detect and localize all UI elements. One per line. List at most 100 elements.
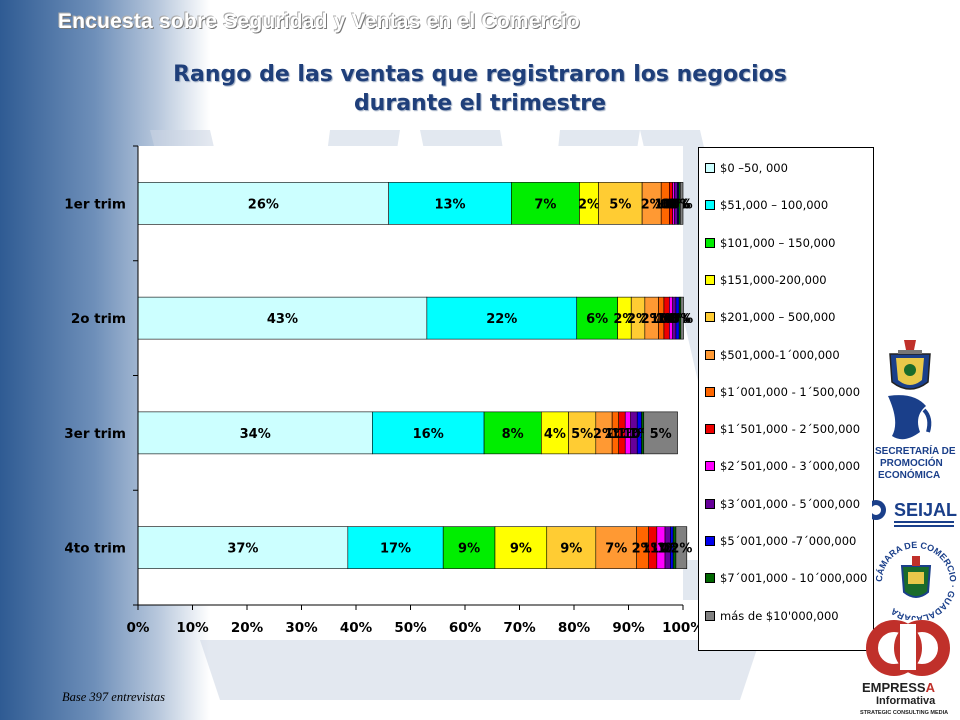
legend-swatch <box>705 573 715 584</box>
data-label: 5% <box>571 427 593 442</box>
secretaria-line1: SECRETARÍA DE <box>875 444 956 457</box>
legend-swatch <box>705 163 715 173</box>
data-label: 9% <box>458 542 480 557</box>
bar-segment <box>546 526 597 569</box>
legend-label: $7´001,000 - 10´000,000 <box>720 571 868 586</box>
data-label: 2% <box>578 197 600 212</box>
x-tick-label: 30% <box>285 620 318 636</box>
seijal-name: SEIJAL <box>894 500 957 520</box>
data-label: 0% <box>669 312 691 327</box>
legend-label: $3´001,000 - 5´000,000 <box>720 496 861 511</box>
data-label: 0% <box>667 197 689 212</box>
data-label: 2% <box>632 542 654 557</box>
x-tick-label: 100% <box>662 620 704 636</box>
legend-swatch <box>705 424 715 435</box>
data-label: 37% <box>227 542 258 557</box>
data-label: 6% <box>586 312 608 327</box>
x-tick-label: 80% <box>558 620 591 636</box>
empressa-sub: Informativa <box>876 695 936 707</box>
data-label: 0% <box>671 197 693 212</box>
chart-title: Rango de las ventas que registraron los … <box>140 60 820 118</box>
header-title: Encuesta sobre Seguridad y Ventas en el … <box>58 10 580 33</box>
data-label: 2% <box>641 312 663 327</box>
data-label: 2% <box>613 312 635 327</box>
legend-entry: $3´001,000 - 5´000,000 <box>705 494 860 514</box>
data-label: 2% <box>670 542 692 557</box>
legend-swatch <box>705 461 715 472</box>
legend-entry: $0 –50, 000 <box>705 158 788 178</box>
legend-label: $0 –50, 000 <box>720 161 788 175</box>
legend-entry: $501,000-1´000,000 <box>705 345 840 365</box>
bar-segment <box>442 526 496 569</box>
bar-segment <box>137 182 389 225</box>
data-label: 8% <box>502 427 524 442</box>
x-tick-label: 10% <box>176 620 209 636</box>
base-note: Base 397 entrevistas <box>62 690 165 704</box>
chart-legend: $0 –50, 000 $51,000 – 100,000 $101,000 – 1… <box>698 147 874 651</box>
bar-segment <box>347 526 444 569</box>
data-label: 16% <box>413 427 444 442</box>
legend-label: $101,000 – 150,000 <box>720 235 836 250</box>
data-label: 26% <box>248 197 279 212</box>
data-label: 0% <box>668 197 690 212</box>
legend-swatch <box>705 536 715 546</box>
bar-segment <box>679 182 684 225</box>
secretaria-line2: PROMOCIÓN <box>880 456 943 469</box>
data-label: 17% <box>380 542 411 557</box>
bar-segment <box>598 182 643 225</box>
legend-swatch <box>705 386 715 397</box>
legend-label: $1´001,000 - 1´500,000 <box>720 384 861 399</box>
legend-entry: $7´001,000 - 10´000,000 <box>705 568 867 588</box>
empressa-tagline: STRATEGIC CONSULTING MEDIA <box>860 710 948 716</box>
data-label: 7% <box>605 542 627 557</box>
data-label: 4% <box>544 427 566 442</box>
bar-segment <box>511 182 580 225</box>
bar-segment <box>372 411 485 455</box>
legend-label: más de $10'000,000 <box>720 608 839 623</box>
bar-segment <box>540 411 569 455</box>
bar-segment <box>595 526 637 569</box>
data-label: 43% <box>267 312 298 327</box>
x-tick-label: 70% <box>503 620 536 636</box>
empressa-name-a: EMPRESS <box>862 680 926 695</box>
legend-swatch <box>705 498 715 509</box>
bar-segment <box>483 411 542 455</box>
legend-label: $2´501,000 - 3´000,000 <box>720 459 861 474</box>
data-label: 2% <box>627 312 649 327</box>
legend-entry: $2´501,000 - 3´000,000 <box>705 456 860 476</box>
bar-segment <box>494 526 548 569</box>
legend-swatch <box>705 349 715 360</box>
legend-swatch <box>705 274 715 285</box>
data-label: 2% <box>593 427 615 442</box>
legend-entry: $1´501,000 - 2´500,000 <box>705 419 860 439</box>
bar-segment <box>426 296 578 340</box>
legend-label: $201,000 – 500,000 <box>720 310 836 325</box>
empressa-logo: EMPRESSA Informativa STRATEGIC CONSULTIN… <box>860 620 950 716</box>
legend-swatch <box>705 237 715 248</box>
bar-segment <box>137 296 428 340</box>
legend-entry: $5´001,000 -7´000,000 <box>705 531 856 551</box>
data-label: 5% <box>609 197 631 212</box>
legend-entry: $151,000-200,000 <box>705 270 827 290</box>
jalisco-crest-logo <box>889 340 931 390</box>
legend-swatch <box>705 610 715 621</box>
chart-title-line1: Rango de las ventas que registraron los … <box>173 62 787 87</box>
x-tick-label: 90% <box>612 620 645 636</box>
data-label: 2% <box>641 197 663 212</box>
bar-segment <box>568 411 597 455</box>
legend-label: $51,000 – 100,000 <box>720 198 829 213</box>
category-label: 2o trim <box>71 311 126 327</box>
chart-title-line2: durante el trimestre <box>353 91 607 116</box>
x-tick-label: 20% <box>231 620 264 636</box>
x-tick-label: 60% <box>449 620 482 636</box>
legend-entry: más de $10'000,000 <box>705 606 839 626</box>
category-label: 3er trim <box>64 426 126 442</box>
legend-label: $1´501,000 - 2´500,000 <box>720 422 861 437</box>
secretaria-line3: ECONÓMICA <box>878 468 940 481</box>
bar-segment <box>680 296 684 340</box>
legend-swatch <box>705 200 715 211</box>
camara-comercio-logo: CÁMARA DE COMERCIO · GUADALAJARA <box>874 540 958 620</box>
data-label: 9% <box>510 542 532 557</box>
x-tick-label: 50% <box>394 620 427 636</box>
